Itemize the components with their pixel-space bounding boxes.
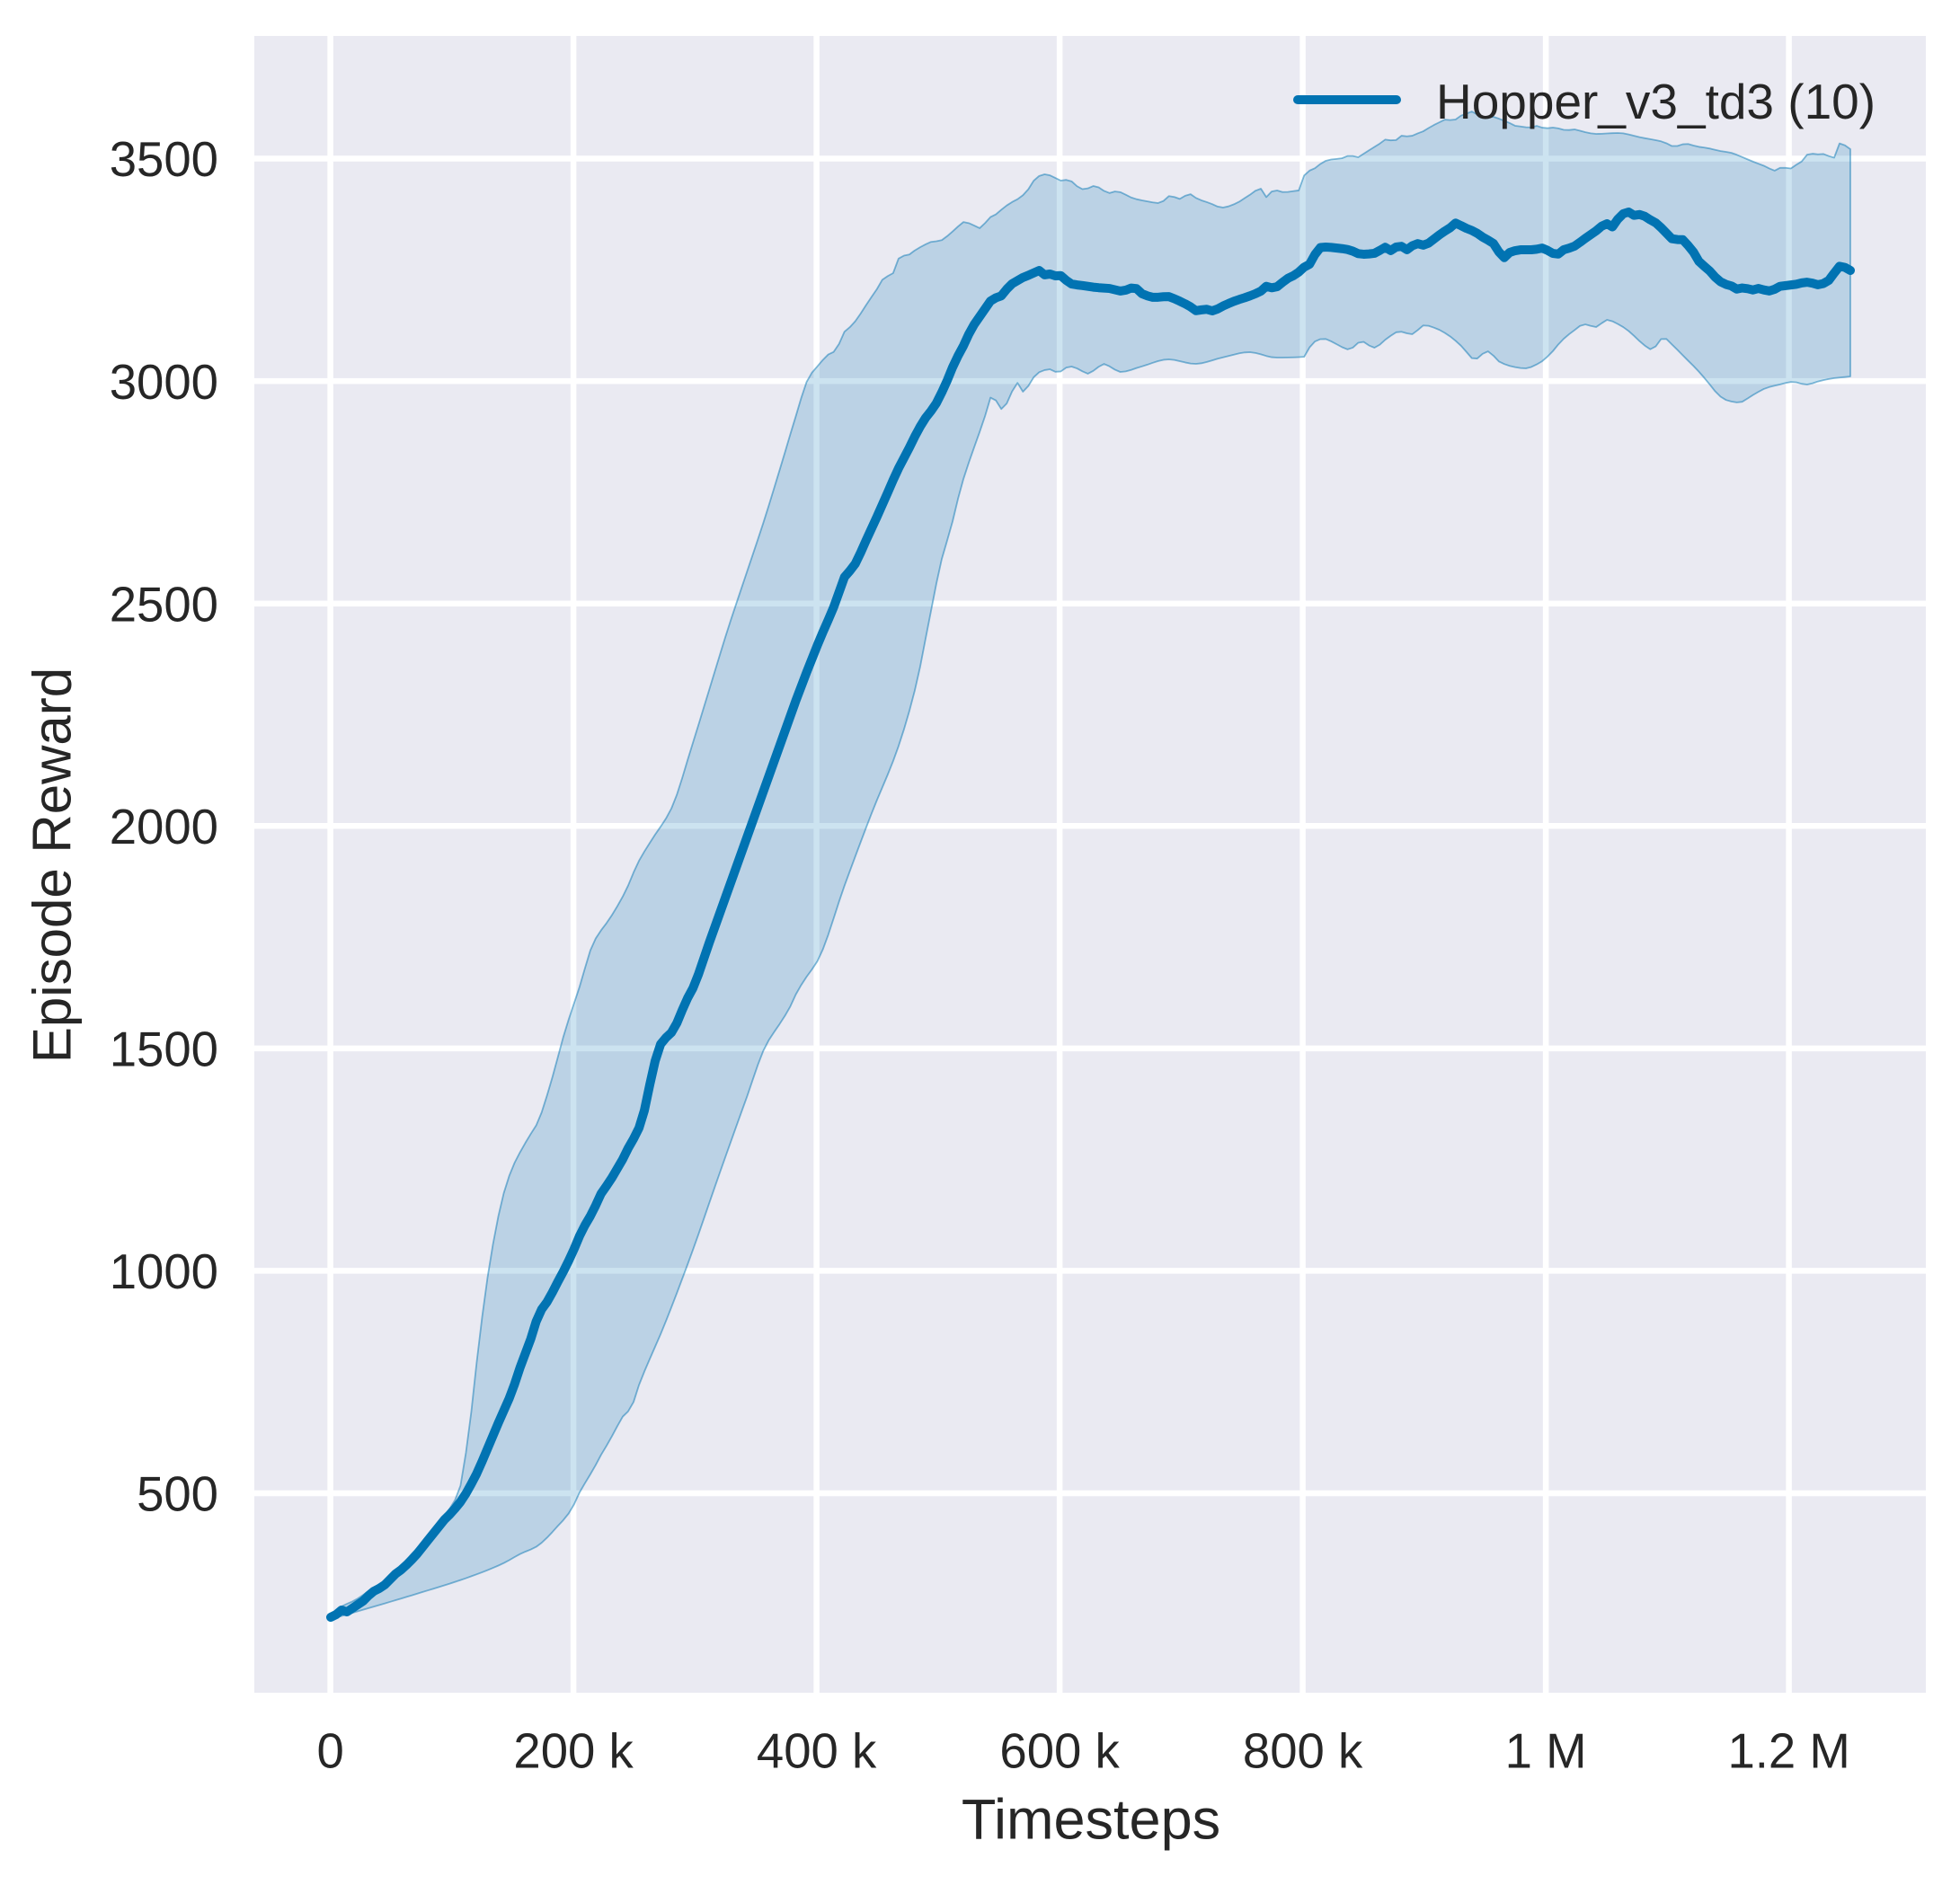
svg-text:2000: 2000 [110,800,218,854]
svg-text:1500: 1500 [110,1022,218,1077]
svg-text:400 k: 400 k [757,1723,877,1778]
svg-text:1.2 M: 1.2 M [1727,1723,1849,1778]
svg-text:0: 0 [316,1723,343,1778]
svg-text:600 k: 600 k [999,1723,1120,1778]
svg-text:1000: 1000 [110,1244,218,1299]
svg-text:Timesteps: Timesteps [962,1788,1220,1851]
svg-text:3500: 3500 [110,132,218,187]
svg-text:Episode Reward: Episode Reward [22,668,83,1063]
svg-text:Hopper_v3_td3 (10): Hopper_v3_td3 (10) [1436,74,1876,129]
svg-text:800 k: 800 k [1243,1723,1363,1778]
svg-text:2500: 2500 [110,577,218,632]
svg-text:200 k: 200 k [513,1723,634,1778]
svg-text:500: 500 [137,1467,218,1522]
svg-text:1 M: 1 M [1505,1723,1587,1778]
svg-text:3000: 3000 [110,355,218,410]
